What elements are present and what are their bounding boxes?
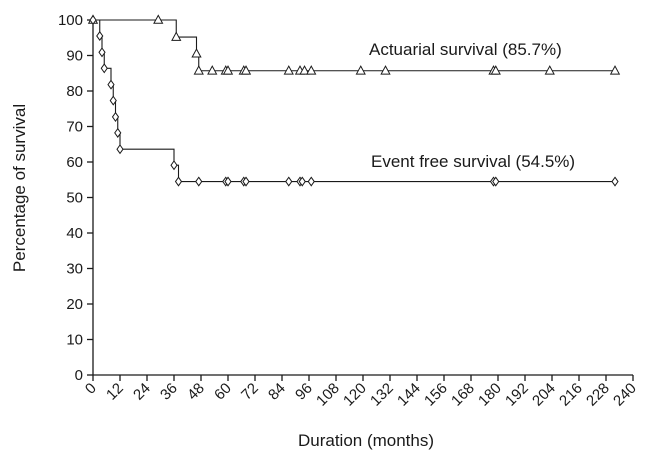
- y-tick-label: 90: [66, 48, 83, 65]
- triangle-marker: [355, 65, 366, 75]
- x-tick-label: 156: [421, 380, 451, 410]
- x-tick-label: 168: [448, 380, 478, 410]
- y-tick-label: 0: [75, 367, 83, 384]
- diamond-marker: [285, 176, 293, 187]
- diamond-marker: [195, 176, 203, 187]
- diamond-marker: [611, 176, 619, 187]
- triangle-marker: [299, 65, 310, 75]
- diamond-marker: [89, 14, 97, 26]
- x-tick-label: 96: [292, 380, 316, 404]
- actuarial-survival-label: Actuarial survival (85.7%): [369, 40, 562, 59]
- x-tick-label: 48: [184, 380, 208, 404]
- x-tick-label: 60: [211, 380, 235, 404]
- diamond-marker: [174, 176, 183, 187]
- y-tick-label: 40: [66, 225, 83, 242]
- y-tick-label: 20: [66, 296, 83, 313]
- x-axis-title: Duration (months): [298, 431, 434, 450]
- y-tick-label: 80: [66, 83, 83, 100]
- triangle-marker: [207, 65, 218, 75]
- x-tick-label: 144: [394, 380, 424, 410]
- x-tick-label: 240: [610, 380, 640, 410]
- x-tick-label: 72: [238, 380, 262, 404]
- triangle-marker: [191, 48, 202, 58]
- diamond-marker: [107, 79, 115, 90]
- x-tick-label: 24: [130, 380, 154, 404]
- triangle-marker: [222, 65, 234, 75]
- triangle-marker: [153, 14, 164, 24]
- y-tick-label: 10: [66, 332, 83, 349]
- y-tick-label: 70: [66, 119, 83, 136]
- diamond-marker: [116, 144, 124, 155]
- diamond-marker: [224, 176, 232, 187]
- diamond-marker: [100, 63, 108, 74]
- diamond-marker: [170, 160, 178, 171]
- x-tick-label: 204: [529, 380, 559, 410]
- event-free-survival-label: Event free survival (54.5%): [371, 152, 575, 171]
- x-tick-label: 228: [583, 380, 613, 410]
- diamond-marker: [298, 176, 306, 187]
- x-tick-label: 132: [367, 380, 397, 410]
- diamond-marker: [492, 176, 500, 187]
- diamond-marker: [96, 30, 104, 42]
- diamond-marker: [242, 176, 250, 187]
- diamond-marker: [114, 127, 122, 138]
- triangle-marker: [240, 65, 252, 75]
- y-axis-title: Percentage of survival: [10, 104, 29, 272]
- diamond-marker: [98, 47, 106, 58]
- triangle-marker: [306, 65, 317, 75]
- x-tick-label: 192: [502, 380, 532, 410]
- triangle-marker: [171, 31, 182, 41]
- y-tick-label: 60: [66, 154, 83, 171]
- x-tick-label: 108: [313, 380, 343, 410]
- triangle-marker: [609, 65, 621, 75]
- diamond-marker: [307, 176, 315, 187]
- y-tick-label: 30: [66, 261, 83, 278]
- y-tick-label: 50: [66, 190, 83, 207]
- diamond-marker: [109, 95, 117, 106]
- triangle-marker: [380, 65, 391, 75]
- triangle-marker: [283, 65, 294, 75]
- x-tick-label: 180: [475, 380, 505, 410]
- series-layer: [87, 14, 621, 187]
- x-tick-label: 36: [157, 380, 181, 404]
- x-tick-label: 12: [103, 380, 127, 404]
- triangle-marker: [544, 65, 555, 75]
- x-tick-label: 120: [340, 380, 370, 410]
- triangle-marker: [490, 65, 501, 75]
- diamond-marker: [111, 111, 120, 122]
- x-tick-label: 216: [556, 380, 586, 410]
- x-tick-label: 84: [265, 380, 289, 404]
- x-tick-label: 0: [82, 380, 100, 398]
- y-tick-label: 100: [58, 12, 83, 29]
- triangle-marker: [193, 65, 204, 75]
